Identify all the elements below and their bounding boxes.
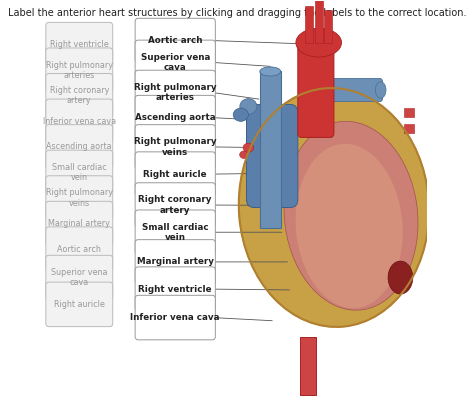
Text: Ascending aorta: Ascending aorta (46, 142, 112, 151)
FancyBboxPatch shape (135, 70, 215, 115)
Text: Small cardiac
vein: Small cardiac vein (142, 222, 209, 242)
FancyBboxPatch shape (135, 295, 215, 340)
Ellipse shape (375, 82, 386, 98)
Text: Right ventricle: Right ventricle (50, 40, 109, 49)
FancyBboxPatch shape (46, 99, 113, 144)
FancyBboxPatch shape (135, 267, 215, 311)
Text: Marginal artery: Marginal artery (48, 219, 110, 228)
Text: Aortic arch: Aortic arch (148, 36, 202, 45)
Text: Ascending aorta: Ascending aorta (135, 113, 216, 122)
FancyBboxPatch shape (46, 255, 113, 300)
FancyBboxPatch shape (46, 124, 113, 169)
Text: Inferior vena cava: Inferior vena cava (130, 313, 220, 322)
Ellipse shape (240, 151, 248, 159)
FancyBboxPatch shape (135, 124, 215, 169)
Text: Right coronary
artery: Right coronary artery (50, 86, 109, 105)
Ellipse shape (260, 67, 281, 76)
Text: Aortic arch: Aortic arch (57, 244, 101, 254)
Text: Right pulmonary
arteries: Right pulmonary arteries (46, 61, 113, 80)
Ellipse shape (243, 143, 254, 152)
FancyBboxPatch shape (135, 18, 215, 63)
Text: Inferior vena cava: Inferior vena cava (43, 117, 116, 126)
Ellipse shape (239, 88, 429, 327)
FancyBboxPatch shape (135, 183, 215, 227)
Text: Small cardiac
vein: Small cardiac vein (52, 163, 107, 182)
Text: Superior vena
cava: Superior vena cava (51, 268, 108, 287)
FancyBboxPatch shape (46, 176, 113, 220)
Bar (305, 5, 313, 43)
Ellipse shape (296, 144, 402, 308)
Text: Superior vena
cava: Superior vena cava (141, 53, 210, 72)
Ellipse shape (233, 108, 248, 121)
Bar (404, 124, 414, 133)
Text: Right auricle: Right auricle (144, 170, 207, 178)
Ellipse shape (296, 28, 342, 57)
Text: Right pulmonary
veins: Right pulmonary veins (134, 137, 217, 156)
Bar (324, 10, 332, 43)
FancyBboxPatch shape (135, 210, 215, 254)
FancyBboxPatch shape (46, 282, 113, 327)
Bar (260, 71, 281, 228)
FancyBboxPatch shape (135, 40, 215, 85)
FancyBboxPatch shape (298, 39, 334, 137)
FancyBboxPatch shape (135, 152, 215, 196)
FancyBboxPatch shape (246, 105, 298, 208)
Text: Right coronary
artery: Right coronary artery (138, 195, 212, 215)
Text: Right pulmonary
veins: Right pulmonary veins (46, 188, 113, 208)
FancyBboxPatch shape (46, 227, 113, 271)
FancyBboxPatch shape (331, 78, 383, 102)
Bar (300, 337, 316, 395)
FancyBboxPatch shape (46, 73, 113, 118)
FancyBboxPatch shape (135, 95, 215, 140)
FancyBboxPatch shape (46, 48, 113, 93)
Text: Right auricle: Right auricle (54, 300, 105, 309)
Ellipse shape (240, 99, 257, 115)
Text: Marginal artery: Marginal artery (137, 257, 214, 266)
Ellipse shape (388, 261, 413, 294)
Bar (404, 108, 414, 117)
Ellipse shape (284, 121, 418, 310)
FancyBboxPatch shape (46, 201, 113, 246)
FancyBboxPatch shape (46, 150, 113, 195)
Text: Right pulmonary
arteries: Right pulmonary arteries (134, 83, 217, 102)
FancyBboxPatch shape (46, 22, 113, 67)
Text: Right ventricle: Right ventricle (138, 285, 212, 294)
FancyBboxPatch shape (135, 239, 215, 284)
Bar (315, 0, 322, 43)
Text: Label the anterior heart structures by clicking and dragging the labels to the c: Label the anterior heart structures by c… (8, 7, 466, 17)
